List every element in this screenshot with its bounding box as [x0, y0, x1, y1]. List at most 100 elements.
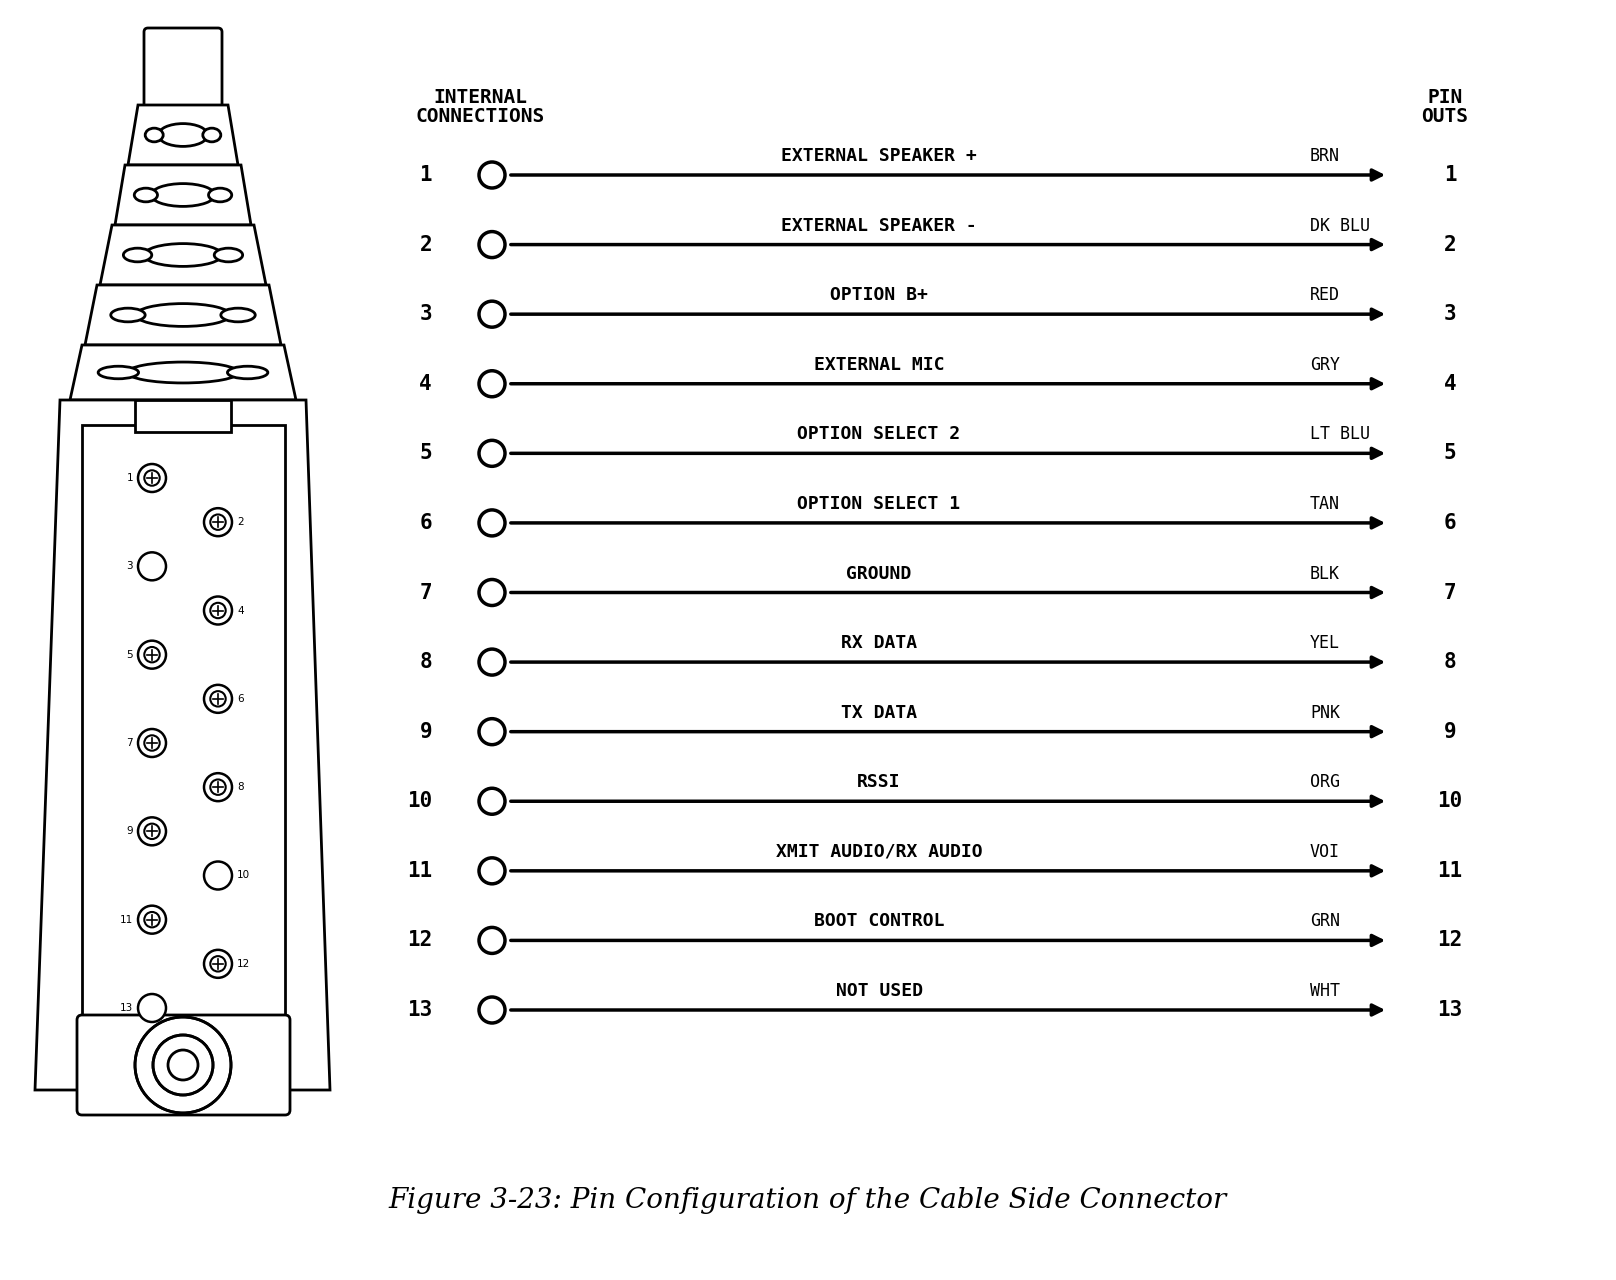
Text: 2: 2: [1443, 234, 1456, 255]
Circle shape: [137, 641, 166, 668]
Ellipse shape: [158, 124, 208, 146]
Text: 9: 9: [1443, 722, 1456, 741]
Circle shape: [144, 735, 160, 750]
Polygon shape: [115, 165, 250, 225]
Ellipse shape: [145, 128, 163, 142]
Text: 2: 2: [420, 234, 431, 255]
Ellipse shape: [152, 183, 215, 206]
Ellipse shape: [144, 243, 221, 266]
Text: 13: 13: [120, 1004, 133, 1012]
Circle shape: [137, 995, 166, 1021]
Ellipse shape: [136, 303, 231, 326]
Text: YEL: YEL: [1311, 634, 1340, 652]
Text: BOOT CONTROL: BOOT CONTROL: [814, 913, 944, 931]
Ellipse shape: [112, 308, 145, 321]
Text: DK BLU: DK BLU: [1311, 216, 1370, 234]
Ellipse shape: [99, 366, 139, 379]
Text: EXTERNAL SPEAKER +: EXTERNAL SPEAKER +: [781, 147, 978, 165]
Text: 10: 10: [238, 870, 250, 881]
Text: 8: 8: [238, 782, 244, 792]
Text: 4: 4: [1443, 374, 1456, 394]
Text: 4: 4: [238, 605, 244, 616]
Circle shape: [204, 773, 233, 801]
Text: PIN: PIN: [1427, 88, 1462, 108]
Text: VOI: VOI: [1311, 842, 1340, 861]
Text: 8: 8: [1443, 652, 1456, 672]
Text: TAN: TAN: [1311, 495, 1340, 513]
Circle shape: [144, 470, 160, 485]
Circle shape: [137, 730, 166, 756]
Text: 13: 13: [407, 1000, 431, 1020]
Text: TX DATA: TX DATA: [840, 704, 916, 722]
Circle shape: [137, 465, 166, 492]
Circle shape: [210, 603, 226, 618]
Text: 6: 6: [238, 694, 244, 704]
Circle shape: [210, 515, 226, 530]
Text: CONNECTIONS: CONNECTIONS: [415, 108, 545, 125]
Polygon shape: [36, 401, 330, 1091]
Text: 5: 5: [420, 443, 431, 463]
Ellipse shape: [202, 128, 221, 142]
Circle shape: [210, 780, 226, 795]
Text: 1: 1: [126, 474, 133, 483]
Text: 10: 10: [407, 791, 431, 812]
Ellipse shape: [208, 188, 231, 202]
Text: RED: RED: [1311, 287, 1340, 305]
Text: 3: 3: [1443, 305, 1456, 324]
Ellipse shape: [228, 366, 268, 379]
Circle shape: [137, 553, 166, 580]
Circle shape: [144, 911, 160, 928]
Text: GRY: GRY: [1311, 356, 1340, 374]
Text: EXTERNAL MIC: EXTERNAL MIC: [814, 356, 944, 374]
Text: OPTION B+: OPTION B+: [831, 287, 928, 305]
Ellipse shape: [134, 188, 157, 202]
Text: PNK: PNK: [1311, 704, 1340, 722]
Text: ORG: ORG: [1311, 773, 1340, 791]
Text: 7: 7: [420, 582, 431, 603]
Text: OUTS: OUTS: [1422, 108, 1469, 125]
Circle shape: [210, 956, 226, 972]
Text: 5: 5: [1443, 443, 1456, 463]
Text: 12: 12: [407, 931, 431, 951]
Text: 9: 9: [420, 722, 431, 741]
Text: 3: 3: [126, 562, 133, 571]
Text: 11: 11: [407, 861, 431, 881]
Text: GRN: GRN: [1311, 913, 1340, 931]
Bar: [136, 401, 231, 433]
Text: 5: 5: [126, 650, 133, 659]
Circle shape: [204, 950, 233, 978]
Text: 4: 4: [420, 374, 431, 394]
Circle shape: [204, 596, 233, 625]
Circle shape: [137, 818, 166, 845]
Text: XMIT AUDIO/RX AUDIO: XMIT AUDIO/RX AUDIO: [776, 842, 983, 861]
Text: 1: 1: [1443, 165, 1456, 186]
Circle shape: [137, 906, 166, 933]
Polygon shape: [86, 285, 281, 346]
Text: 2: 2: [238, 517, 244, 527]
FancyBboxPatch shape: [144, 28, 221, 109]
Text: LT BLU: LT BLU: [1311, 425, 1370, 443]
Text: OPTION SELECT 2: OPTION SELECT 2: [797, 425, 960, 443]
Text: WHT: WHT: [1311, 982, 1340, 1000]
Ellipse shape: [123, 248, 152, 262]
Text: BRN: BRN: [1311, 147, 1340, 165]
Text: 13: 13: [1437, 1000, 1462, 1020]
Text: GROUND: GROUND: [847, 564, 911, 582]
Ellipse shape: [128, 362, 239, 383]
Text: 7: 7: [126, 739, 133, 748]
Ellipse shape: [221, 308, 255, 321]
Circle shape: [204, 508, 233, 536]
Text: 11: 11: [1437, 861, 1462, 881]
Circle shape: [144, 646, 160, 662]
Text: 10: 10: [1437, 791, 1462, 812]
Text: 7: 7: [1443, 582, 1456, 603]
Polygon shape: [100, 225, 267, 285]
Text: OPTION SELECT 1: OPTION SELECT 1: [797, 495, 960, 513]
Text: RX DATA: RX DATA: [840, 634, 916, 652]
Circle shape: [210, 691, 226, 707]
Bar: [82, 425, 284, 1044]
Text: 3: 3: [420, 305, 431, 324]
Text: NOT USED: NOT USED: [835, 982, 923, 1000]
Text: 12: 12: [1437, 931, 1462, 951]
Text: 6: 6: [1443, 513, 1456, 532]
